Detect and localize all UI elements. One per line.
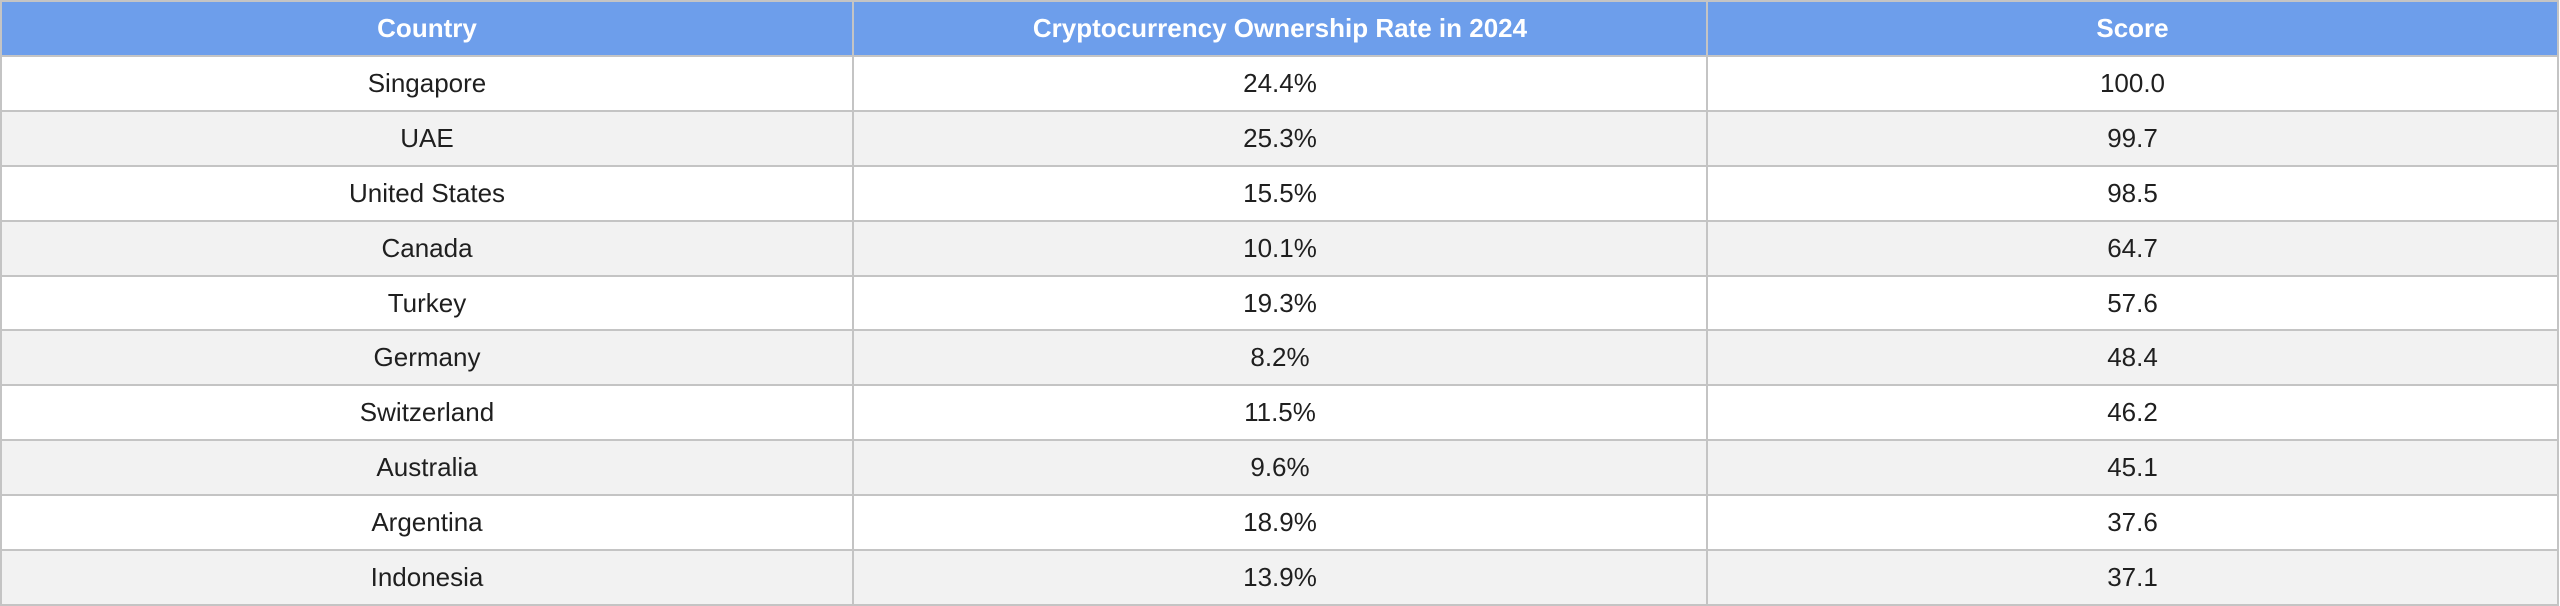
header-row: Country Cryptocurrency Ownership Rate in… <box>0 0 2559 57</box>
table-row: Argentina 18.9% 37.6 <box>0 494 2559 552</box>
table-row: United States 15.5% 98.5 <box>0 164 2559 222</box>
table-row: Switzerland 11.5% 46.2 <box>0 384 2559 442</box>
table-row: Singapore 24.4% 100.0 <box>0 55 2559 112</box>
cell-rate: 24.4% <box>852 55 1708 112</box>
cell-score: 100.0 <box>1706 55 2559 112</box>
cell-score: 57.6 <box>1706 274 2559 332</box>
cell-score: 64.7 <box>1706 219 2559 277</box>
cell-score: 48.4 <box>1706 329 2559 387</box>
cell-country: Turkey <box>0 274 854 332</box>
cell-country: Singapore <box>0 55 854 112</box>
cell-country: Indonesia <box>0 549 854 606</box>
cell-score: 37.6 <box>1706 494 2559 552</box>
table-row: Turkey 19.3% 57.6 <box>0 274 2559 332</box>
cell-country: Australia <box>0 439 854 497</box>
cell-rate: 13.9% <box>852 549 1708 606</box>
cell-country: UAE <box>0 109 854 167</box>
column-header-ownership-rate: Cryptocurrency Ownership Rate in 2024 <box>852 0 1708 57</box>
cell-rate: 15.5% <box>852 164 1708 222</box>
table-row: Australia 9.6% 45.1 <box>0 439 2559 497</box>
cell-rate: 8.2% <box>852 329 1708 387</box>
table-body: Singapore 24.4% 100.0 UAE 25.3% 99.7 Uni… <box>0 55 2559 606</box>
cell-score: 98.5 <box>1706 164 2559 222</box>
table-row: Canada 10.1% 64.7 <box>0 219 2559 277</box>
cell-rate: 10.1% <box>852 219 1708 277</box>
cell-country: Argentina <box>0 494 854 552</box>
table-header: Country Cryptocurrency Ownership Rate in… <box>0 0 2559 57</box>
cell-rate: 25.3% <box>852 109 1708 167</box>
table-row: Germany 8.2% 48.4 <box>0 329 2559 387</box>
cell-country: United States <box>0 164 854 222</box>
table-row: UAE 25.3% 99.7 <box>0 109 2559 167</box>
cell-country: Switzerland <box>0 384 854 442</box>
cell-rate: 9.6% <box>852 439 1708 497</box>
cell-country: Canada <box>0 219 854 277</box>
cell-rate: 19.3% <box>852 274 1708 332</box>
cell-country: Germany <box>0 329 854 387</box>
cell-score: 99.7 <box>1706 109 2559 167</box>
cell-score: 45.1 <box>1706 439 2559 497</box>
cell-rate: 11.5% <box>852 384 1708 442</box>
cell-score: 46.2 <box>1706 384 2559 442</box>
column-header-country: Country <box>0 0 854 57</box>
column-header-score: Score <box>1706 0 2559 57</box>
cell-score: 37.1 <box>1706 549 2559 606</box>
cell-rate: 18.9% <box>852 494 1708 552</box>
table-row: Indonesia 13.9% 37.1 <box>0 549 2559 606</box>
